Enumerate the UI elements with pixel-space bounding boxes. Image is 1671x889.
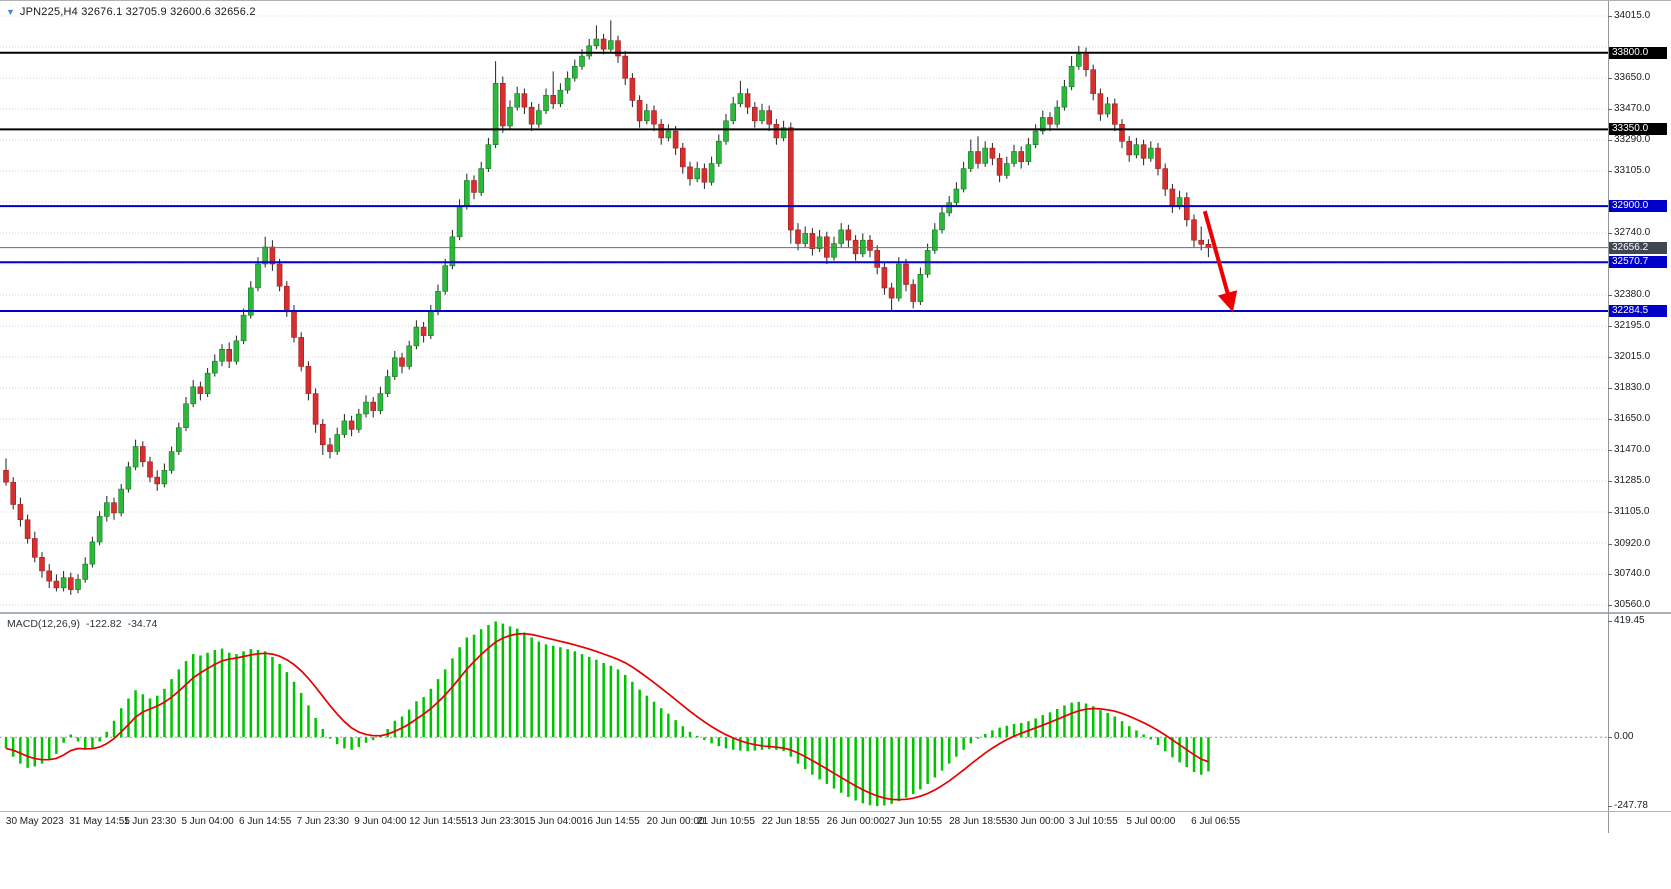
price-axis-label: 32195.0 <box>1614 320 1651 332</box>
time-axis-label: 30 Jun 00:00 <box>1006 816 1065 827</box>
time-axis-label: 31 May 14:55 <box>69 816 130 827</box>
price-line-badge: 32656.2 <box>1609 241 1667 254</box>
time-axis-label: 5 Jul 00:00 <box>1126 816 1176 827</box>
price-line-badge: 33350.0 <box>1609 123 1667 136</box>
price-axis-tick <box>1608 605 1612 606</box>
price-axis-tick <box>1608 78 1612 80</box>
price-axis-tick <box>1608 512 1612 514</box>
macd-main-value: -122.82 <box>85 618 122 630</box>
macd-indicator-label: MACD(12,26,9) -122.82 -34.74 <box>7 618 157 630</box>
price-axis-tick <box>1608 326 1612 328</box>
time-axis-label: 1 Jun 23:30 <box>123 816 177 827</box>
price-axis-tick <box>1608 233 1612 235</box>
time-axis-separator <box>0 811 1671 812</box>
price-axis-tick <box>1608 449 1612 451</box>
price-axis-tick <box>1608 543 1612 545</box>
price-axis-label: 31285.0 <box>1614 475 1651 487</box>
macd-signal-line <box>5 632 1209 801</box>
macd-axis-tick <box>1608 621 1612 622</box>
time-axis-label: 13 Jun 23:30 <box>466 816 525 827</box>
one-click-trading-expander-icon[interactable]: ▼ <box>6 6 15 17</box>
price-axis-label: 30920.0 <box>1614 537 1651 549</box>
price-line-badge: 32570.7 <box>1609 256 1667 269</box>
price-axis-tick <box>1608 139 1612 141</box>
price-axis-label: 33650.0 <box>1614 72 1651 84</box>
price-axis-tick <box>1608 171 1612 173</box>
time-axis-label: 3 Jul 10:55 <box>1068 816 1118 827</box>
price-axis-tick <box>1608 574 1612 576</box>
time-axis-label: 7 Jun 23:30 <box>296 816 349 827</box>
price-line-badge: 32900.0 <box>1609 200 1667 213</box>
price-line-badge: 32284.5 <box>1609 305 1667 317</box>
time-axis-label: 30 May 2023 <box>5 816 64 827</box>
price-axis-tick <box>1608 481 1612 483</box>
macd-axis-tick <box>1608 737 1612 739</box>
price-axis-label: 31470.0 <box>1614 443 1651 455</box>
price-axis-label: 32380.0 <box>1614 288 1651 300</box>
time-axis-label: 20 Jun 00:00 <box>646 816 705 827</box>
time-axis-label: 12 Jun 14:55 <box>409 816 467 827</box>
price-line-badge: 33800.0 <box>1609 46 1667 59</box>
time-axis-label: 21 Jun 10:55 <box>697 816 755 827</box>
macd-signal-value: -34.74 <box>127 618 158 630</box>
macd-axis-label: -247.78 <box>1614 800 1648 811</box>
price-axis-label: 32740.0 <box>1614 227 1651 239</box>
price-grid <box>0 15 1608 606</box>
price-axis-label: 33105.0 <box>1614 165 1651 177</box>
price-axis-label: 30560.0 <box>1614 599 1651 610</box>
price-axis-label: 33470.0 <box>1614 102 1651 114</box>
macd-histogram <box>4 621 1210 807</box>
macd-chart-canvas[interactable] <box>0 614 1608 811</box>
price-axis-label: 30740.0 <box>1614 568 1651 580</box>
price-chart-canvas[interactable] <box>0 1 1608 613</box>
time-axis-label: 15 Jun 04:00 <box>524 816 583 827</box>
price-axis-label: 33290.0 <box>1614 133 1651 145</box>
time-axis-label: 6 Jun 14:55 <box>239 816 292 827</box>
price-axis-tick <box>1608 294 1612 296</box>
price-axis-tick <box>1608 419 1612 421</box>
time-axis-label: 6 Jul 06:55 <box>1191 816 1241 827</box>
price-axis-label: 31105.0 <box>1614 506 1650 518</box>
price-axis-tick <box>1608 388 1612 390</box>
time-axis-label: 28 Jun 18:55 <box>949 816 1007 827</box>
pane-separator[interactable] <box>0 612 1671 614</box>
time-axis-label: 16 Jun 14:55 <box>581 816 640 827</box>
price-axis-label: 34015.0 <box>1614 10 1651 21</box>
price-axis-tick <box>1608 16 1612 17</box>
candles-group <box>3 20 1212 595</box>
macd-axis-label: 419.45 <box>1614 615 1645 626</box>
time-axis-label: 22 Jun 18:55 <box>761 816 820 827</box>
time-axis-label: 5 Jun 04:00 <box>181 816 234 827</box>
time-axis-label: 26 Jun 00:00 <box>826 816 885 827</box>
macd-axis-tick <box>1608 806 1612 807</box>
macd-label-text: MACD(12,26,9) <box>7 618 80 630</box>
chart-title: JPN225,H4 32676.1 32705.9 32600.6 32656.… <box>19 6 256 18</box>
macd-axis-label: 0.00 <box>1614 731 1634 743</box>
axis-separator <box>1608 1 1609 833</box>
price-axis-label: 31650.0 <box>1614 413 1651 425</box>
price-axis-tick <box>1608 108 1612 110</box>
price-axis-label: 31830.0 <box>1614 382 1651 394</box>
chart-title-overlay: ▼ JPN225,H4 32676.1 32705.9 32600.6 3265… <box>6 6 256 18</box>
trend-arrow[interactable] <box>1202 210 1238 313</box>
price-axis-label: 32015.0 <box>1614 350 1651 362</box>
time-axis-label: 27 Jun 10:55 <box>884 816 943 827</box>
time-axis-label: 9 Jun 04:00 <box>354 816 407 827</box>
price-axis-tick <box>1608 356 1612 358</box>
